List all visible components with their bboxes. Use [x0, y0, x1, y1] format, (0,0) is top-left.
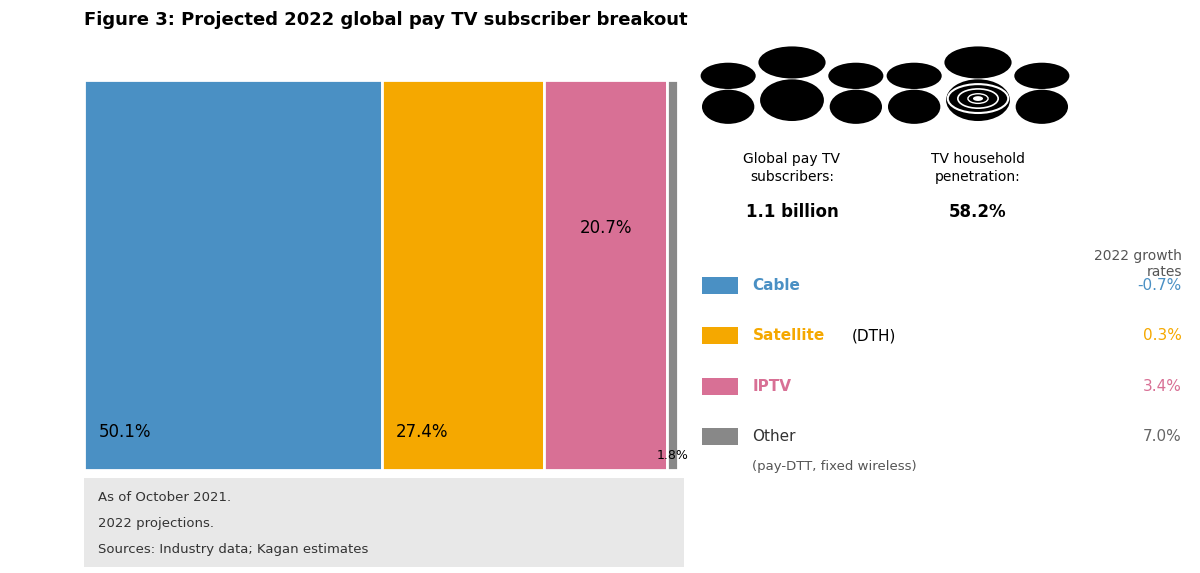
Ellipse shape [888, 89, 941, 124]
Text: (pay-DTT, fixed wireless): (pay-DTT, fixed wireless) [752, 460, 917, 473]
Text: 3.4%: 3.4% [1144, 379, 1182, 394]
Text: 1.1 billion: 1.1 billion [745, 203, 839, 221]
Ellipse shape [829, 89, 882, 124]
Text: 50.1%: 50.1% [98, 423, 151, 441]
Circle shape [944, 46, 1012, 79]
Ellipse shape [1015, 89, 1068, 124]
Text: 0.3%: 0.3% [1144, 328, 1182, 343]
Text: 20.7%: 20.7% [580, 219, 632, 237]
Circle shape [1014, 62, 1069, 89]
Text: Cable: Cable [752, 278, 800, 293]
Text: (DTH): (DTH) [852, 328, 896, 343]
Text: IPTV: IPTV [752, 379, 792, 394]
Text: 1.8%: 1.8% [656, 449, 689, 462]
Text: Satellite: Satellite [752, 328, 824, 343]
Bar [545, 80, 667, 470]
Bar [382, 80, 545, 470]
Ellipse shape [702, 89, 755, 124]
Ellipse shape [946, 79, 1010, 121]
FancyBboxPatch shape [84, 478, 684, 567]
Text: TV household
penetration:: TV household penetration: [931, 152, 1025, 185]
Circle shape [973, 96, 983, 101]
Bar [702, 277, 738, 294]
Bar [702, 327, 738, 344]
Bar [84, 80, 382, 470]
Circle shape [828, 62, 883, 89]
Text: 27.4%: 27.4% [396, 423, 449, 441]
Text: Sources: Industry data; Kagan estimates: Sources: Industry data; Kagan estimates [98, 543, 368, 556]
Text: 2022 growth
rates: 2022 growth rates [1094, 249, 1182, 280]
Bar [702, 428, 738, 445]
Text: Other: Other [752, 429, 796, 444]
Text: -0.7%: -0.7% [1138, 278, 1182, 293]
Circle shape [758, 46, 826, 79]
Circle shape [701, 62, 756, 89]
Circle shape [887, 62, 942, 89]
Text: Figure 3: Projected 2022 global pay TV subscriber breakout: Figure 3: Projected 2022 global pay TV s… [84, 11, 688, 29]
Ellipse shape [760, 79, 824, 121]
Text: 7.0%: 7.0% [1144, 429, 1182, 444]
Text: 58.2%: 58.2% [949, 203, 1007, 221]
Text: As of October 2021.: As of October 2021. [98, 491, 232, 504]
Text: Global pay TV
subscribers:: Global pay TV subscribers: [744, 152, 840, 185]
Bar [667, 80, 678, 470]
Text: 2022 projections.: 2022 projections. [98, 517, 215, 530]
Bar [702, 378, 738, 395]
